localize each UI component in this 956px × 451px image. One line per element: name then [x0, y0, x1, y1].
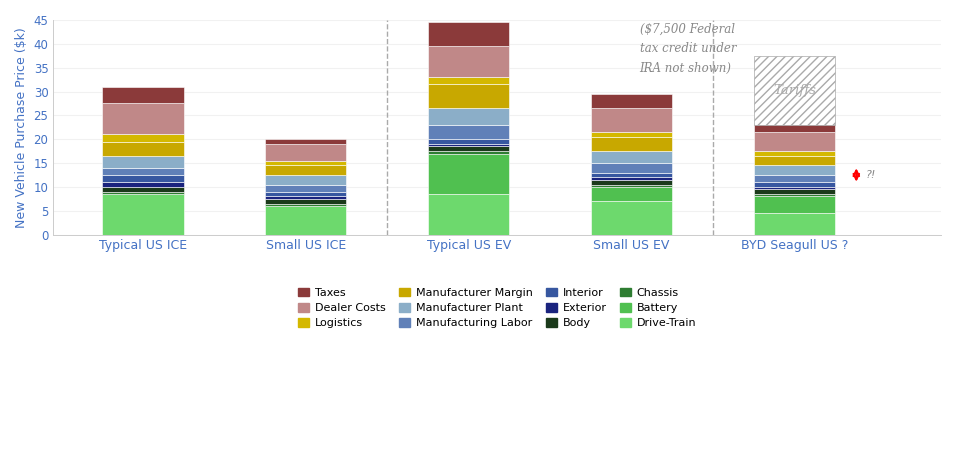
- Bar: [753, 182, 836, 187]
- Bar: [102, 194, 184, 235]
- Bar: [102, 175, 184, 182]
- Bar: [428, 77, 510, 84]
- Bar: [591, 180, 672, 184]
- Bar: [265, 161, 346, 166]
- Bar: [102, 192, 184, 194]
- Bar: [753, 151, 836, 156]
- Bar: [102, 168, 184, 175]
- Bar: [428, 153, 510, 194]
- Bar: [591, 94, 672, 108]
- Bar: [428, 194, 510, 235]
- Bar: [265, 139, 346, 144]
- Bar: [753, 187, 836, 189]
- Bar: [428, 147, 510, 151]
- Bar: [265, 199, 346, 203]
- Bar: [102, 87, 184, 103]
- Bar: [753, 213, 836, 235]
- Bar: [591, 187, 672, 201]
- Bar: [102, 134, 184, 142]
- Bar: [591, 151, 672, 163]
- Bar: [102, 156, 184, 168]
- Bar: [428, 139, 510, 144]
- Bar: [265, 175, 346, 184]
- Bar: [591, 163, 672, 173]
- Bar: [102, 182, 184, 187]
- Bar: [753, 166, 836, 175]
- Bar: [102, 142, 184, 156]
- Bar: [753, 189, 836, 194]
- Bar: [428, 125, 510, 139]
- Bar: [428, 151, 510, 153]
- Bar: [753, 197, 836, 213]
- Bar: [591, 184, 672, 187]
- Bar: [265, 166, 346, 175]
- Y-axis label: New Vehicle Purchase Price ($k): New Vehicle Purchase Price ($k): [15, 27, 28, 228]
- Bar: [428, 108, 510, 125]
- Bar: [265, 192, 346, 197]
- Bar: [753, 123, 836, 132]
- Bar: [428, 23, 510, 46]
- Bar: [102, 103, 184, 134]
- Bar: [265, 203, 346, 206]
- Legend: Taxes, Dealer Costs, Logistics, Manufacturer Margin, Manufacturer Plant, Manufac: Taxes, Dealer Costs, Logistics, Manufact…: [293, 283, 701, 333]
- Bar: [428, 46, 510, 77]
- Bar: [428, 84, 510, 108]
- Bar: [591, 108, 672, 132]
- Bar: [428, 144, 510, 147]
- Bar: [591, 201, 672, 235]
- Bar: [102, 187, 184, 192]
- Bar: [591, 132, 672, 137]
- Bar: [753, 175, 836, 182]
- Bar: [591, 137, 672, 151]
- Bar: [753, 56, 836, 125]
- Bar: [591, 177, 672, 180]
- Bar: [265, 206, 346, 235]
- Bar: [753, 132, 836, 151]
- Bar: [591, 173, 672, 177]
- Text: ($7,500 Federal
tax credit under
IRA not shown): ($7,500 Federal tax credit under IRA not…: [640, 23, 736, 75]
- Bar: [265, 197, 346, 199]
- Bar: [265, 184, 346, 192]
- Bar: [753, 156, 836, 166]
- Bar: [753, 194, 836, 197]
- Text: Tariffs: Tariffs: [773, 84, 815, 97]
- Bar: [265, 144, 346, 161]
- Text: ?!: ?!: [866, 170, 877, 180]
